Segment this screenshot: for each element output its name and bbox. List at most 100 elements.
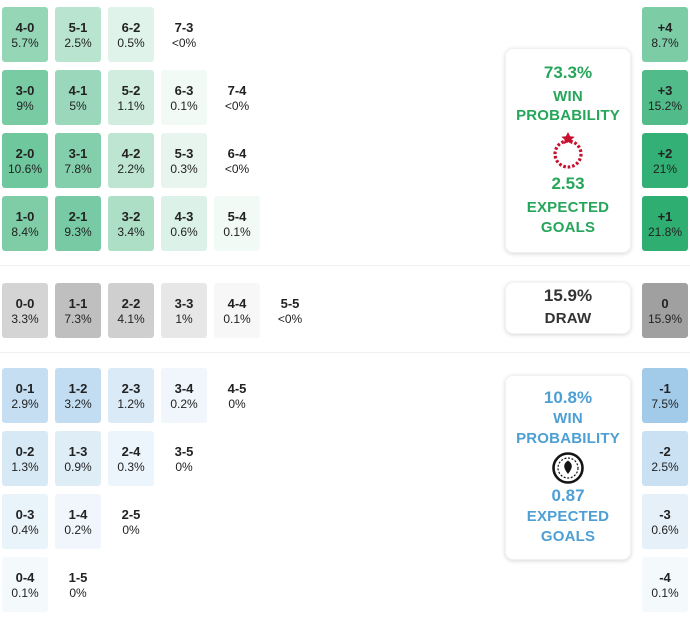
home-team-logo-icon	[547, 130, 589, 172]
goal-diff-cell: -2 2.5%	[642, 431, 688, 486]
score-label: 1-0	[15, 208, 35, 224]
goal-diff-cell: 0 15.9%	[642, 283, 688, 338]
score-label: +4	[657, 19, 673, 35]
draw-probability-value: 15.9%	[543, 286, 593, 306]
score-probability: 0.1%	[170, 98, 198, 113]
score-probability: 9.3%	[64, 224, 92, 239]
home-expected-goals-label: EXPECTED GOALS	[526, 199, 610, 236]
home-score-cell: 5-2 1.1%	[108, 70, 154, 125]
goal-diff-cell: -4 0.1%	[642, 557, 688, 612]
away-score-cell: 1-5 0%	[55, 557, 101, 612]
score-probability: 2.5%	[64, 35, 92, 50]
home-score-cell: 3-0 9%	[2, 70, 48, 125]
score-label: +2	[657, 145, 673, 161]
score-label: 5-3	[174, 145, 194, 161]
score-label: 1-5	[68, 569, 88, 585]
away-score-cell: 4-5 0%	[214, 368, 260, 423]
home-score-cell: 3-1 7.8%	[55, 133, 101, 188]
score-probability: 0.5%	[117, 35, 145, 50]
home-expected-goals-value: 2.53	[551, 174, 585, 194]
score-label: 3-1	[68, 145, 88, 161]
score-probability: <0%	[277, 311, 303, 326]
score-label: 0-1	[15, 380, 35, 396]
home-score-cell: 4-2 2.2%	[108, 133, 154, 188]
score-label: 3-4	[174, 380, 194, 396]
score-probability: 1%	[175, 311, 193, 326]
home-score-cell: 4-1 5%	[55, 70, 101, 125]
score-label: -3	[659, 506, 671, 522]
score-label: 4-2	[121, 145, 141, 161]
score-probability: 15.2%	[647, 98, 683, 113]
score-probability: 8.7%	[651, 35, 679, 50]
home-score-cell: 4-0 5.7%	[2, 7, 48, 62]
score-label: 2-5	[121, 506, 141, 522]
section-divider	[0, 352, 690, 353]
score-label: 4-1	[68, 82, 88, 98]
away-score-cell: 2-3 1.2%	[108, 368, 154, 423]
away-expected-goals-value: 0.87	[551, 485, 585, 505]
score-label: -2	[659, 443, 671, 459]
score-probability: 0.1%	[223, 224, 251, 239]
score-label: 7-3	[174, 19, 194, 35]
score-probability: 0%	[228, 396, 246, 411]
score-label: 0	[661, 295, 669, 311]
score-probability: 0.3%	[117, 459, 145, 474]
home-score-cell: 5-1 2.5%	[55, 7, 101, 62]
draw-score-cell: 1-1 7.3%	[55, 283, 101, 338]
score-probability: 0.4%	[11, 522, 39, 537]
score-label: 2-4	[121, 443, 141, 459]
away-score-cell: 3-5 0%	[161, 431, 207, 486]
score-probability: 3.2%	[64, 396, 92, 411]
score-probability: 0%	[175, 459, 193, 474]
home-score-cell: 2-1 9.3%	[55, 196, 101, 251]
score-label: -4	[659, 569, 671, 585]
away-score-cell: 0-1 2.9%	[2, 368, 48, 423]
draw-score-cell: 4-4 0.1%	[214, 283, 260, 338]
score-probability: 2.5%	[651, 459, 679, 474]
away-score-cell: 0-3 0.4%	[2, 494, 48, 549]
score-label: 5-2	[121, 82, 141, 98]
score-probability: 5.7%	[11, 35, 39, 50]
home-score-cell: 2-0 10.6%	[2, 133, 48, 188]
home-score-cell: 1-0 8.4%	[2, 196, 48, 251]
score-probability: 0.1%	[223, 311, 251, 326]
score-probability: 21%	[652, 161, 678, 176]
score-probability: 1.3%	[11, 459, 39, 474]
section-divider	[0, 265, 690, 266]
away-score-cell: 0-4 0.1%	[2, 557, 48, 612]
score-label: 0-4	[15, 569, 35, 585]
score-probability: 5%	[69, 98, 87, 113]
away-expected-goals-label: EXPECTED GOALS	[526, 508, 610, 545]
score-label: 3-0	[15, 82, 35, 98]
score-label: 4-5	[227, 380, 247, 396]
score-probability: 8.4%	[11, 224, 39, 239]
score-label: 3-3	[174, 295, 194, 311]
home-score-cell: 7-3 <0%	[161, 7, 207, 62]
score-probability: 1.2%	[117, 396, 145, 411]
score-probability: 4.1%	[117, 311, 145, 326]
score-label: 6-2	[121, 19, 141, 35]
score-label: 6-3	[174, 82, 194, 98]
score-label: 1-4	[68, 506, 88, 522]
score-label: 4-3	[174, 208, 194, 224]
goal-diff-cell: -3 0.6%	[642, 494, 688, 549]
score-label: -1	[659, 380, 671, 396]
score-label: 3-5	[174, 443, 194, 459]
score-probability: 3.4%	[117, 224, 145, 239]
goal-diff-cell: +3 15.2%	[642, 70, 688, 125]
away-score-cell: 0-2 1.3%	[2, 431, 48, 486]
score-label: 4-4	[227, 295, 247, 311]
score-probability: 7.8%	[64, 161, 92, 176]
away-win-probability-label: WIN PROBABILITY	[516, 410, 620, 447]
score-label: 5-5	[280, 295, 300, 311]
draw-score-cell: 0-0 3.3%	[2, 283, 48, 338]
score-probability: 9%	[16, 98, 34, 113]
score-label: +1	[657, 208, 673, 224]
home-win-probability-label: WIN PROBABILITY	[516, 87, 620, 125]
goal-diff-cell: +4 8.7%	[642, 7, 688, 62]
draw-score-cell: 5-5 <0%	[267, 283, 313, 338]
draw-score-cell: 2-2 4.1%	[108, 283, 154, 338]
away-score-cell: 2-5 0%	[108, 494, 154, 549]
score-label: 6-4	[227, 145, 247, 161]
